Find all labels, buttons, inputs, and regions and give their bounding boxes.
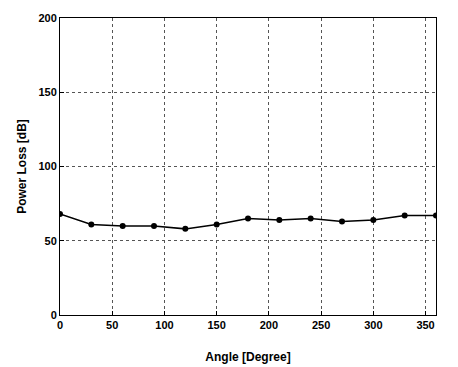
svg-text:0: 0 xyxy=(51,309,57,321)
svg-text:50: 50 xyxy=(45,235,57,247)
svg-text:50: 50 xyxy=(106,319,118,331)
svg-text:350: 350 xyxy=(416,319,434,331)
svg-text:Angle [Degree]: Angle [Degree] xyxy=(205,350,290,364)
svg-text:150: 150 xyxy=(207,319,225,331)
svg-text:200: 200 xyxy=(260,319,278,331)
svg-text:100: 100 xyxy=(38,160,56,172)
svg-text:100: 100 xyxy=(155,319,173,331)
svg-text:Power Loss [dB]: Power Loss [dB] xyxy=(15,119,29,214)
svg-text:150: 150 xyxy=(38,86,56,98)
svg-text:300: 300 xyxy=(364,319,382,331)
svg-text:250: 250 xyxy=(312,319,330,331)
svg-text:200: 200 xyxy=(38,12,56,24)
svg-text:0: 0 xyxy=(57,319,63,331)
